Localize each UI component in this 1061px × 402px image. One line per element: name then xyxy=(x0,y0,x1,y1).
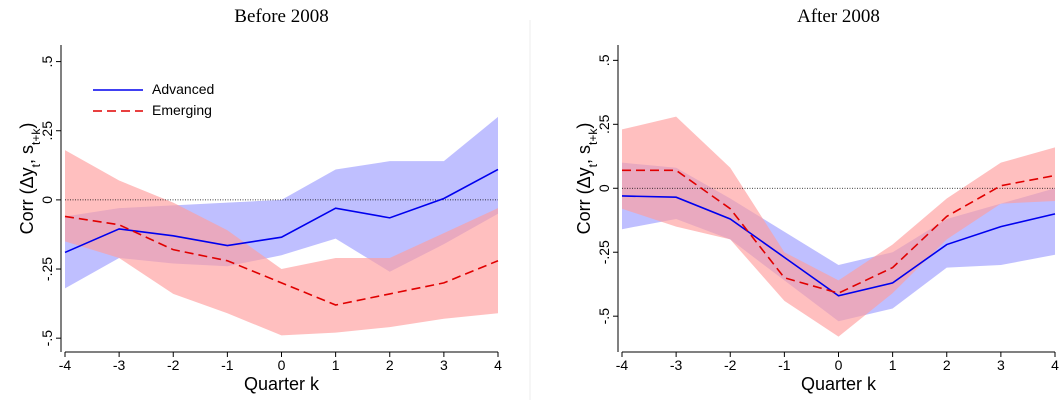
y-tick-label: -.25 xyxy=(39,257,55,281)
y-tick-label: 0 xyxy=(39,196,55,204)
x-tick-label: 0 xyxy=(278,357,286,373)
y-axis-label-part: ) xyxy=(17,123,37,129)
x-tick-label: 3 xyxy=(440,357,448,373)
x-tick-label: -1 xyxy=(778,357,791,373)
x-tick-label: -2 xyxy=(724,357,737,373)
x-tick-label: -4 xyxy=(59,357,72,373)
x-tick-label: 2 xyxy=(386,357,394,373)
confidence-band xyxy=(622,116,1055,337)
series-line xyxy=(64,168,499,254)
y-axis-label-part: Corr (Δy xyxy=(574,167,594,234)
y-tick-label: .5 xyxy=(39,56,55,68)
x-tick-label: 3 xyxy=(997,357,1005,373)
y-axis-label: Corr (Δyt, st+k) xyxy=(574,123,600,235)
x-tick-label: 2 xyxy=(943,357,951,373)
chart-title: After 2008 xyxy=(797,6,880,27)
x-tick-label: 1 xyxy=(889,357,897,373)
x-tick-label: 4 xyxy=(494,357,502,373)
x-axis-label: Quarter k xyxy=(801,374,877,394)
y-tick-label: -.5 xyxy=(596,308,612,325)
x-tick-label: -3 xyxy=(670,357,683,373)
series-line xyxy=(621,195,1056,297)
series-line xyxy=(64,215,499,306)
chart-title: Before 2008 xyxy=(234,6,328,27)
y-axis-label-part: t xyxy=(29,163,43,167)
x-tick-label: -4 xyxy=(616,357,629,373)
y-axis-label-part: Corr (Δy xyxy=(17,167,37,234)
y-axis-label-part: t+k xyxy=(586,128,600,145)
y-tick-label: 0 xyxy=(596,184,612,192)
confidence-band xyxy=(65,150,498,336)
y-axis-label-part: t+k xyxy=(29,128,43,145)
y-axis-label-part: ) xyxy=(574,123,594,129)
series-line xyxy=(622,169,1056,295)
y-axis-label-part: , s xyxy=(574,145,594,164)
x-tick-label: 1 xyxy=(332,357,340,373)
legend-label: Emerging xyxy=(152,102,212,118)
y-axis-label: Corr (Δyt, st+k) xyxy=(17,123,43,235)
y-tick-label: -.5 xyxy=(39,330,55,347)
y-tick-label: .25 xyxy=(39,121,55,141)
x-tick-label: -1 xyxy=(221,357,234,373)
x-tick-label: 4 xyxy=(1051,357,1059,373)
y-tick-label: -.25 xyxy=(596,240,612,264)
y-axis-label-part: , s xyxy=(17,145,37,164)
y-tick-label: .5 xyxy=(596,54,612,66)
x-axis-label: Quarter k xyxy=(244,374,320,394)
x-tick-label: -3 xyxy=(113,357,126,373)
x-tick-label: 0 xyxy=(835,357,843,373)
y-axis-label-part: t xyxy=(586,163,600,167)
legend-label: Advanced xyxy=(152,81,214,97)
x-tick-label: -2 xyxy=(167,357,180,373)
y-tick-label: .25 xyxy=(596,114,612,134)
